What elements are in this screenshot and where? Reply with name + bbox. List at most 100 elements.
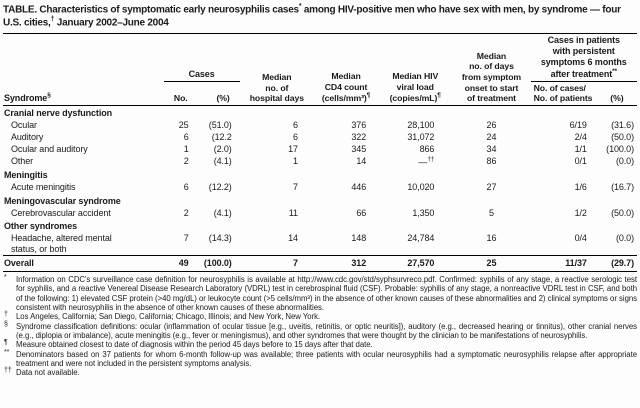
column-header-label: Median CD4 count xyxy=(324,71,368,92)
cell-no: 6 xyxy=(183,182,189,193)
footnote-text: Information on CDC's surveillance case d… xyxy=(16,274,637,312)
footnote-marker: †† xyxy=(4,367,12,375)
cell-hosp: 11 xyxy=(288,207,298,218)
cell-pct: (14.3) xyxy=(208,232,232,243)
cell-no: 1 xyxy=(183,143,189,154)
group-row: Cranial nerve dysfunction xyxy=(3,105,637,119)
cell-hosp: 17 xyxy=(288,143,298,154)
table-body: Cranial nerve dysfunction Ocular 25 (51.0) 6… xyxy=(3,105,637,272)
cell-days: 27 xyxy=(486,182,497,193)
footnote-marker: * xyxy=(4,273,7,281)
cell-cd4: 66 xyxy=(356,207,367,218)
table-row: Ocular and auditory 1 (2.0) 17 345 866 34 1/1 (1… xyxy=(3,143,637,155)
column-header-percent: (%) xyxy=(195,81,240,106)
cell-viral: 28,100 xyxy=(407,119,435,130)
cell-cd4: 312 xyxy=(313,255,379,272)
cell-ratio: 2/4 xyxy=(574,131,587,142)
footnote-marker-pilcrow: ¶ xyxy=(366,92,371,100)
footnote-marker-double-asterisk: ** xyxy=(612,67,617,75)
footnote-marker: † xyxy=(4,311,8,319)
cell-days: 34 xyxy=(486,143,497,154)
column-header-label: (cells/mm³) xyxy=(321,93,367,104)
footnote-marker-asterisk: * xyxy=(298,3,302,10)
footnote-text: Syndrome classification definitions: ocu… xyxy=(16,321,637,340)
row-label: Cerebrovascular accident xyxy=(11,207,111,218)
cell-pct2: (16.7) xyxy=(611,182,634,193)
cell-viral: 866 xyxy=(419,143,435,154)
cell-days: 16 xyxy=(486,232,497,243)
row-label: Overall xyxy=(3,255,164,272)
cell-pct: (100.0) xyxy=(195,255,240,272)
footnote: † Los Angeles, California; San Diego, Cal… xyxy=(3,311,637,321)
cell-no: 49 xyxy=(163,255,196,272)
footnote-marker: § xyxy=(4,320,8,328)
cell-ratio: 0/4 xyxy=(574,232,587,243)
footnote: § Syndrome classification definitions: oc… xyxy=(3,320,637,341)
column-header-days-to-treatment: Median no. of days from symptom onset to… xyxy=(452,33,531,106)
cell-hosp: 1 xyxy=(293,155,298,166)
column-header-label: No. of cases/ No. of patients xyxy=(533,82,593,104)
row-label: Ocular xyxy=(11,119,37,130)
footnote: * Information on CDC's surveillance case … xyxy=(3,273,637,312)
table-row: Auditory 6 (12.2 6 322 31,072 24 2/4 (50.0) xyxy=(3,131,637,143)
cell-viral: —†† xyxy=(418,155,435,167)
row-label: Headache, altered mental status, or both xyxy=(11,232,112,254)
cell-days: 26 xyxy=(486,119,497,130)
footnote-marker: ** xyxy=(4,348,10,356)
footnote-text: Data not available. xyxy=(16,368,80,378)
cell-cd4: 345 xyxy=(351,143,367,154)
column-header-no: No. xyxy=(163,81,196,106)
title-text: January 2002–June 2004 xyxy=(54,17,169,29)
column-header-label: Median HIV viral load xyxy=(392,71,439,92)
row-label: Auditory xyxy=(11,131,44,142)
group-label: Meningitis xyxy=(4,170,48,181)
cell-pct2: (0.0) xyxy=(615,155,634,166)
cell-viral: 24,784 xyxy=(407,232,435,243)
cell-hosp: 7 xyxy=(239,255,314,272)
column-header-label: Cases in patients with persistent sympto… xyxy=(540,34,627,79)
column-header-cd4: Median CD4 count (cells/mm³)¶ xyxy=(313,33,379,106)
table-row: Ocular 25 (51.0) 6 376 28,100 26 6/19 (31.6) xyxy=(3,119,637,131)
cell-pct: (2.0) xyxy=(213,143,232,154)
group-label: Other syndromes xyxy=(4,220,78,231)
cell-pct: (12.2 xyxy=(211,131,232,142)
footnote: ¶ Measure obtained closest to date of dia… xyxy=(3,339,637,350)
footnotes: * Information on CDC's surveillance case … xyxy=(3,273,637,378)
row-label: Ocular and auditory xyxy=(11,143,88,154)
cell-no: 7 xyxy=(183,232,189,243)
group-row: Meningovascular syndrome xyxy=(3,194,637,207)
column-header-viral-load: Median HIV viral load (copies/mL)¶ xyxy=(378,33,453,106)
cell-hosp: 6 xyxy=(293,119,298,130)
footnote-marker-pilcrow: ¶ xyxy=(437,92,441,100)
column-header-label: (copies/mL) xyxy=(389,93,438,104)
column-header-syndrome: Syndrome§ xyxy=(3,33,164,106)
column-group-cases: Cases xyxy=(163,33,240,82)
cell-ratio: 1/1 xyxy=(574,143,587,154)
cell-ratio: 0/1 xyxy=(574,155,587,166)
group-row: Other syndromes xyxy=(3,219,637,232)
column-header-hospital-days: Median no. of hospital days xyxy=(239,33,314,106)
table-row: Other 2 (4.1) 1 14 —†† 86 0/1 (0.0) xyxy=(3,155,637,168)
cell-days: 24 xyxy=(486,131,497,142)
cell-cd4: 376 xyxy=(351,119,367,130)
footnote-marker: ¶ xyxy=(4,339,8,347)
footnote-text: Denominators based on 37 patients for wh… xyxy=(16,349,637,368)
neurosyphilis-table: Syndrome§ Cases Median no. of hospital d… xyxy=(3,33,637,272)
cell-hosp: 6 xyxy=(293,131,298,142)
column-header-label: Syndrome xyxy=(4,92,48,103)
footnote: ** Denominators based on 37 patients for … xyxy=(3,348,637,369)
footnote-marker-section: § xyxy=(47,91,51,99)
column-header-label: Median no. of hospital days xyxy=(249,71,304,104)
footnote-text: Measure obtained closest to date of diag… xyxy=(16,340,373,350)
footnote-marker-dagger: † xyxy=(50,16,55,24)
divider xyxy=(3,32,637,34)
footnote: †† Data not available. xyxy=(3,367,637,378)
cell-ratio: 11/37 xyxy=(530,255,597,272)
cell-cd4: 148 xyxy=(351,232,367,243)
column-header-label: Median no. of days from symptom onset to… xyxy=(461,50,522,104)
cell-pct2: (100.0) xyxy=(606,143,634,154)
cell-hosp: 7 xyxy=(293,182,298,193)
cell-pct: (51.0) xyxy=(208,119,232,130)
footnote-marker-double-dagger: †† xyxy=(427,155,435,163)
cell-viral: 10,020 xyxy=(407,182,435,193)
